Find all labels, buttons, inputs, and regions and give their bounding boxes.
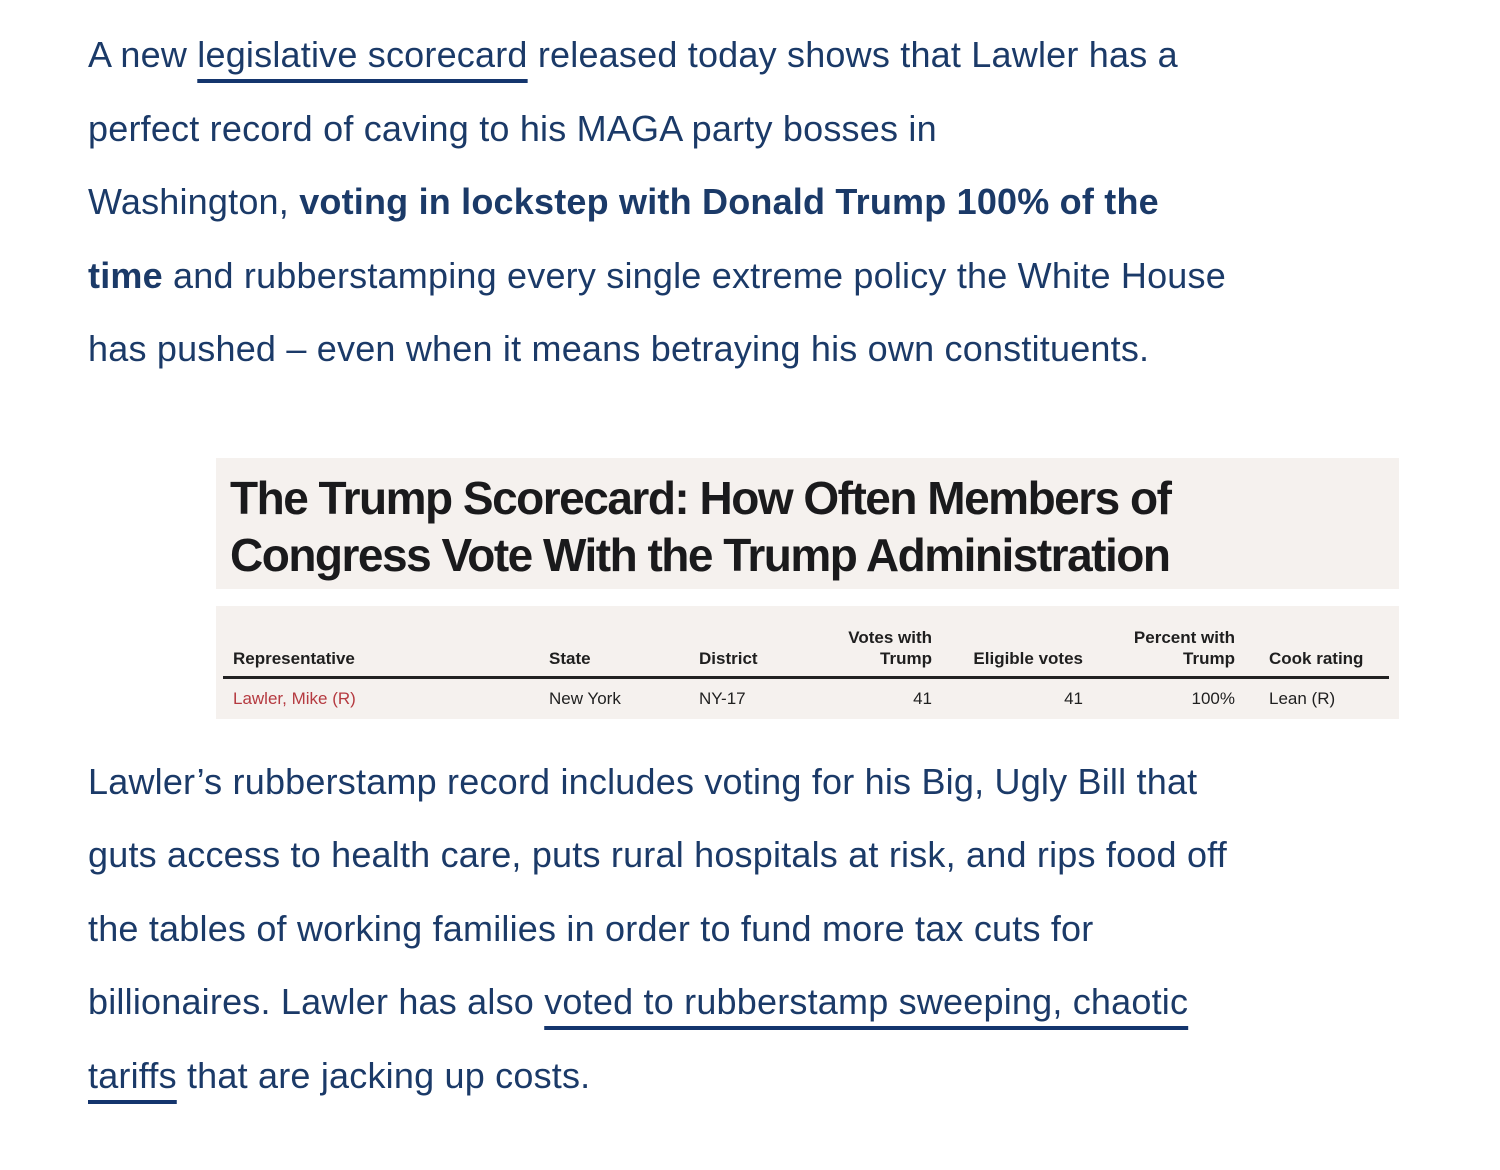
cell-eligible-votes: 41: [1064, 688, 1083, 708]
header-district: District: [699, 648, 758, 668]
text-run: and rubberstamping every single extreme …: [162, 254, 1226, 296]
cell-state: New York: [549, 688, 621, 708]
text-run: Lawler’s rubberstamp record includes vot…: [88, 760, 1198, 802]
cell-district: NY-17: [699, 688, 746, 708]
header-state: State: [549, 648, 591, 668]
cell-representative: Lawler, Mike (R): [233, 688, 356, 708]
scorecard-table: Representative State District Votes with…: [216, 605, 1399, 719]
article-page: A new legislative scorecard released tod…: [0, 18, 1500, 1112]
header-eligible-votes: Eligible votes: [973, 648, 1083, 668]
scorecard-table-data-row: Lawler, Mike (R) New York NY-17 41 41 10…: [216, 679, 1399, 719]
table-header-rule: [223, 675, 1389, 679]
text-run: released today shows that Lawler has a: [527, 34, 1178, 75]
text-run: guts access to health care, puts rural h…: [88, 834, 1227, 875]
scorecard-headline: The Trump Scorecard: How Often Members o…: [216, 457, 1399, 589]
scorecard-headline-line-2: Congress Vote With the Trump Administrat…: [230, 528, 1171, 581]
inline-link[interactable]: legislative scorecard: [197, 34, 528, 75]
text-run: the tables of working families in order …: [88, 907, 1094, 949]
cell-votes-with-trump: 41: [913, 688, 932, 708]
header-representative: Representative: [233, 648, 355, 668]
text-run: Washington,: [88, 181, 300, 222]
text-run: time: [88, 254, 163, 296]
text-run: that are jacking up costs.: [176, 1054, 591, 1096]
cell-percent-with-trump: 100%: [1191, 688, 1235, 708]
text-run: billionaires. Lawler has also: [88, 981, 545, 1022]
scorecard-headline-line-1: The Trump Scorecard: How Often Members o…: [230, 471, 1172, 524]
text-run: voting in lockstep with Donald Trump 100…: [299, 181, 1159, 222]
body-paragraph: Lawler’s rubberstamp record includes vot…: [88, 745, 1498, 1113]
intro-paragraph: A new legislative scorecard released tod…: [88, 18, 1498, 386]
header-percent-with-trump: Percent with Trump: [1133, 627, 1235, 668]
scorecard-table-header-row: Representative State District Votes with…: [216, 606, 1399, 676]
embed-gap: [216, 588, 1399, 606]
inline-link[interactable]: voted to rubberstamp sweeping, chaotic: [544, 981, 1189, 1022]
cell-cook-rating: Lean (R): [1269, 688, 1336, 708]
inline-link[interactable]: tariffs: [88, 1054, 177, 1096]
trump-scorecard-embed: The Trump Scorecard: How Often Members o…: [216, 457, 1399, 719]
text-run: A new: [88, 34, 198, 75]
text-run: has pushed – even when it means betrayin…: [88, 328, 1150, 369]
header-votes-with-trump: Votes with Trump: [848, 627, 932, 668]
text-run: perfect record of caving to his MAGA par…: [88, 107, 937, 149]
header-cook-rating: Cook rating: [1269, 648, 1364, 668]
